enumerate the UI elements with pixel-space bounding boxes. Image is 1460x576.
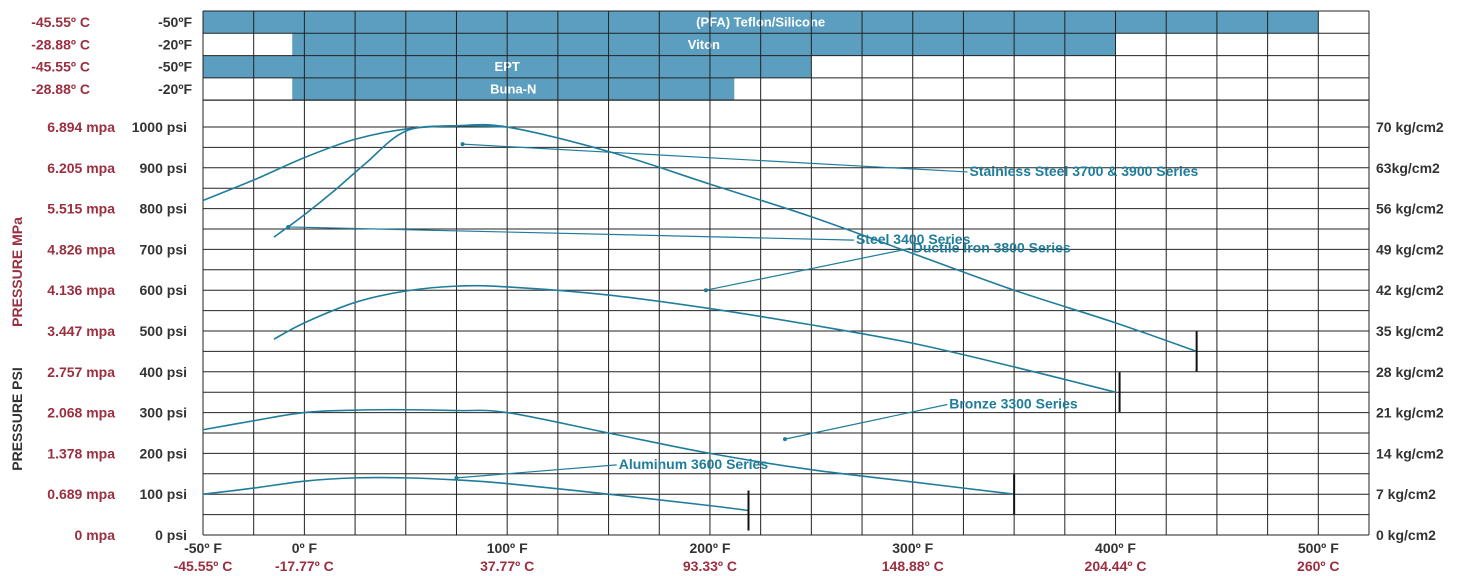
- bar-f-label: -20ºF: [158, 36, 192, 52]
- y-tick-mpa: 1.378 mpa: [47, 445, 115, 461]
- curve-aluminum-3600-series: [202, 476, 749, 512]
- leader-aluminum-3600-series: [456, 464, 617, 479]
- y-tick-mpa: 0 mpa: [75, 527, 116, 543]
- y-tick-kg: 63kg/cm2: [1376, 160, 1440, 176]
- label-aluminum-3600-series: Aluminum 3600 Series: [619, 456, 769, 472]
- leader-ductile-iron-3800-series: [705, 247, 911, 291]
- y-tick-mpa: 0.689 mpa: [47, 486, 115, 502]
- chart-grid: [202, 10, 1370, 536]
- y-tick-psi: 1000 psi: [132, 119, 187, 135]
- x-tick-c: 148.88º C: [882, 558, 944, 574]
- axis-labels: 0 mpa 0 psi 0 kg/cm2 0.689 mpa 100 psi 7 kg/c…: [47, 119, 1444, 574]
- y-axis-titles: PRESSURE MPa PRESSURE PSI: [9, 217, 25, 471]
- leader-stainless-steel-3700-3900-series: [462, 143, 968, 173]
- y-tick-mpa: 4.826 mpa: [47, 241, 115, 257]
- leader-steel-3400-series: [288, 226, 854, 241]
- bar-label-viton: Viton: [688, 37, 720, 52]
- y-tick-kg: 7 kg/cm2: [1376, 486, 1436, 502]
- y-tick-psi: 100 psi: [140, 486, 187, 502]
- y-tick-mpa: 2.757 mpa: [47, 364, 115, 380]
- bar-label-buna-n: Buna-N: [490, 81, 536, 96]
- y-tick-kg: 0 kg/cm2: [1376, 527, 1436, 543]
- y-tick-mpa: 3.447 mpa: [47, 323, 115, 339]
- x-tick-c: 93.33º C: [683, 558, 737, 574]
- leader-tip-stainless-steel-3700-3900-series: [460, 142, 465, 147]
- x-tick-f: 500º F: [1298, 540, 1339, 556]
- bar-buna-n: [292, 77, 735, 101]
- curve-ductile-iron-3800-series: [273, 284, 1116, 393]
- y-tick-mpa: 6.205 mpa: [47, 160, 115, 176]
- x-tick-f: 100º F: [487, 540, 528, 556]
- label-bronze-3300-series: Bronze 3300 Series: [949, 396, 1078, 412]
- y-tick-psi: 900 psi: [140, 160, 187, 176]
- label-stainless-steel-3700-3900-series: Stainless Steel 3700 & 3900 Series: [970, 163, 1199, 179]
- y-tick-kg: 28 kg/cm2: [1376, 364, 1444, 380]
- curve-bronze-3300-series: [202, 408, 1015, 495]
- x-tick-f: 200º F: [689, 540, 730, 556]
- y-tick-mpa: 2.068 mpa: [47, 405, 115, 421]
- x-tick-f: 0º F: [292, 540, 318, 556]
- y-tick-psi: 700 psi: [140, 241, 187, 257]
- x-tick-c: 37.77º C: [480, 558, 534, 574]
- x-tick-c: 260º C: [1297, 558, 1339, 574]
- y-tick-mpa: 6.894 mpa: [47, 119, 115, 135]
- y-tick-kg: 42 kg/cm2: [1376, 282, 1444, 298]
- leader-tip-steel-3400-series: [286, 224, 291, 229]
- leader-tip-ductile-iron-3800-series: [703, 288, 708, 293]
- bar-c-label: -45.55º C: [31, 59, 90, 75]
- ylabel-mpa: PRESSURE MPa: [9, 217, 25, 327]
- x-tick-f: -50º F: [184, 540, 222, 556]
- x-tick-f: 300º F: [892, 540, 933, 556]
- ylabel-psi: PRESSURE PSI: [9, 367, 25, 470]
- bar-f-label: -50ºF: [158, 59, 192, 75]
- y-tick-kg: 49 kg/cm2: [1376, 241, 1444, 257]
- bar-c-label: -45.55º C: [31, 14, 90, 30]
- bar-f-label: -50ºF: [158, 14, 192, 30]
- y-tick-psi: 600 psi: [140, 282, 187, 298]
- curve-stainless-steel-3700-3900-series: [202, 123, 1197, 353]
- x-tick-c: -45.55º C: [174, 558, 233, 574]
- y-tick-mpa: 4.136 mpa: [47, 282, 115, 298]
- y-tick-kg: 35 kg/cm2: [1376, 323, 1444, 339]
- curve-steel-3400-series: [273, 124, 508, 238]
- leader-bronze-3300-series: [784, 403, 948, 440]
- bar-c-label: -28.88º C: [31, 81, 90, 97]
- x-tick-c: -17.77º C: [275, 558, 334, 574]
- bar-c-label: -28.88º C: [31, 36, 90, 52]
- y-tick-psi: 0 psi: [155, 527, 187, 543]
- pressure-curves: Stainless Steel 3700 & 3900 Series Steel …: [202, 123, 1199, 531]
- y-tick-psi: 300 psi: [140, 405, 187, 421]
- y-tick-psi: 500 psi: [140, 323, 187, 339]
- label-ductile-iron-3800-series: Ductile Iron 3800 Series: [913, 239, 1071, 255]
- x-tick-c: 204.44º C: [1085, 558, 1147, 574]
- y-tick-kg: 56 kg/cm2: [1376, 201, 1444, 217]
- bar-f-label: -20ºF: [158, 81, 192, 97]
- y-tick-psi: 400 psi: [140, 364, 187, 380]
- y-tick-psi: 200 psi: [140, 445, 187, 461]
- bar-viton: [292, 33, 1116, 56]
- leader-tip-bronze-3300-series: [782, 437, 787, 442]
- x-tick-f: 400º F: [1095, 540, 1136, 556]
- y-tick-kg: 70 kg/cm2: [1376, 119, 1444, 135]
- y-tick-psi: 800 psi: [140, 201, 187, 217]
- y-tick-mpa: 5.515 mpa: [47, 201, 115, 217]
- leader-tip-aluminum-3600-series: [454, 475, 459, 480]
- y-tick-kg: 14 kg/cm2: [1376, 445, 1444, 461]
- y-tick-kg: 21 kg/cm2: [1376, 405, 1444, 421]
- label-steel-3400-series: Steel 3400 Series: [856, 231, 971, 247]
